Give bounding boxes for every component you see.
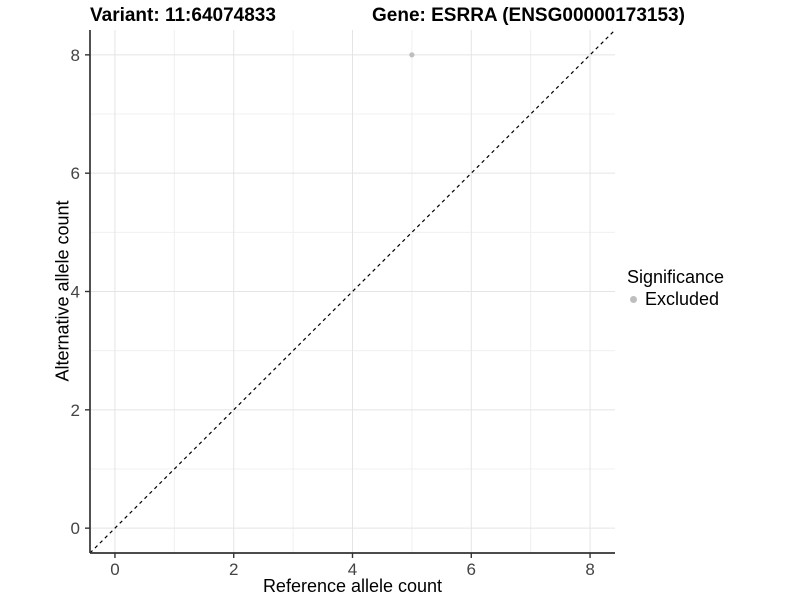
- x-tick-label: 4: [348, 560, 357, 579]
- plot-title-variant: Variant: 11:64074833: [90, 5, 276, 26]
- y-axis-title: Alternative allele count: [52, 200, 73, 382]
- x-tick-label: 8: [585, 560, 594, 579]
- legend-item-excluded: Excluded: [627, 290, 724, 309]
- legend-title: Significance: [627, 267, 725, 287]
- y-tick-label: 6: [71, 164, 80, 183]
- legend: Significance Excluded: [627, 267, 724, 309]
- y-tick-label: 4: [71, 283, 80, 302]
- x-tick-label: 0: [110, 560, 119, 579]
- y-tick-label: 0: [71, 519, 80, 538]
- y-tick-label: 2: [71, 401, 80, 420]
- data-point: [409, 52, 415, 58]
- x-axis-title: Reference allele count: [262, 576, 443, 596]
- x-tick-label: 2: [229, 560, 238, 579]
- legend-item-label: Excluded: [645, 289, 720, 309]
- identity-reference-line: [89, 29, 616, 554]
- y-tick-label: 8: [71, 46, 80, 65]
- legend-marker-circle-icon: [630, 296, 637, 303]
- x-tick-label: 6: [467, 560, 476, 579]
- plot-title-gene: Gene: ESRRA (ENSG00000173153): [372, 5, 685, 26]
